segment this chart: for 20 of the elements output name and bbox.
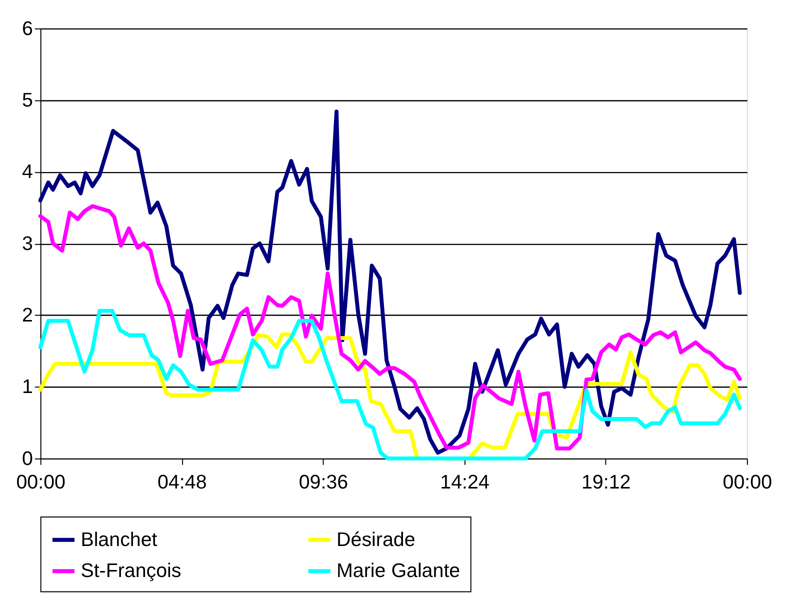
line-series: [38, 204, 742, 450]
legend-label: St-François: [80, 560, 182, 582]
y-tick-label: 2: [22, 304, 33, 326]
x-tick-label: 14:24: [440, 471, 490, 494]
legend-label: Marie Galante: [336, 560, 460, 582]
y-tick-label: 0: [22, 448, 34, 470]
line-series: [38, 110, 742, 455]
x-tick-label: 19:12: [581, 471, 631, 494]
y-tick-label: 6: [22, 18, 34, 40]
line-series: [38, 308, 742, 460]
y-tick-label: 3: [22, 232, 34, 255]
x-tick-label: 00:00: [16, 471, 66, 494]
y-tick-label: 4: [22, 161, 34, 184]
x-tick-label: 09:36: [298, 471, 348, 494]
x-tick-label: 04:48: [158, 471, 207, 494]
legend-label: Blanchet: [80, 528, 158, 551]
y-tick-label: 5: [22, 89, 34, 112]
x-tick-label: 00:00: [722, 471, 772, 494]
legend-label: Désirade: [336, 528, 416, 551]
y-tick-label: 1: [22, 376, 33, 398]
